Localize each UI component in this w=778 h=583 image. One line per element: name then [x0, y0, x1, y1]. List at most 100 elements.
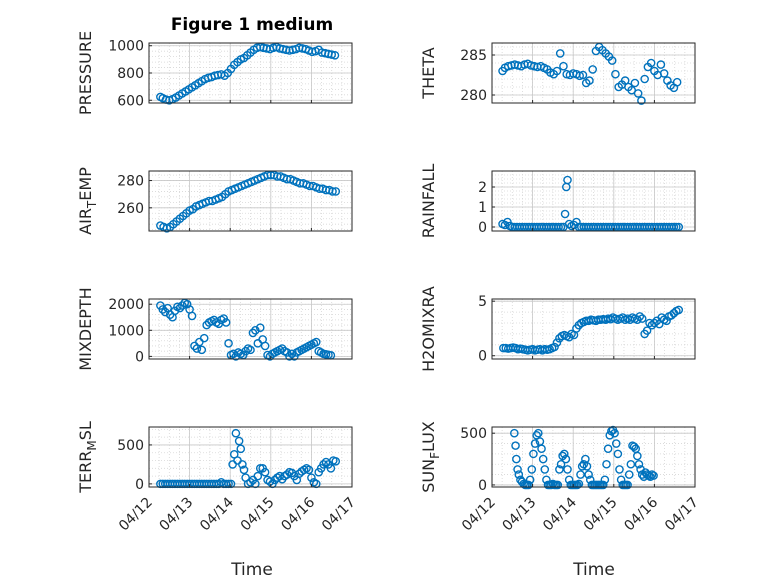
data-point [330, 50, 340, 60]
data-point [635, 312, 645, 321]
x-tick-label: 04/16 [621, 494, 661, 534]
y-tick-label: 0 [478, 478, 487, 494]
data-point [253, 471, 263, 481]
data-point [175, 303, 185, 313]
data-point [582, 462, 592, 471]
data-point [674, 305, 684, 315]
series-markers [156, 170, 341, 233]
series-markers [156, 42, 340, 105]
axes-box [491, 170, 696, 232]
data-point [331, 187, 341, 196]
axes-box [491, 426, 696, 488]
y-tick-label: 0 [478, 220, 487, 236]
data-point [197, 345, 207, 355]
x-axis-label-left: Time [230, 560, 273, 580]
data-point [177, 301, 187, 310]
data-point [248, 328, 258, 338]
data-point [328, 187, 337, 196]
x-tick-label: 04/13 [157, 495, 197, 535]
y-tick-label: 500 [460, 426, 487, 442]
data-point [327, 50, 337, 59]
data-point [555, 465, 564, 474]
data-point [645, 318, 654, 328]
subplot-4: 0 1 2 RAINFALL [419, 164, 696, 239]
data-point [623, 480, 632, 490]
data-point [527, 465, 537, 474]
y-tick-label: 2000 [108, 297, 144, 313]
y-tick-label: 500 [117, 438, 144, 454]
data-point [560, 209, 570, 219]
data-point [598, 480, 608, 490]
y-tick-label: 0 [135, 349, 144, 365]
y-axis-label: RAINFALL [419, 164, 438, 239]
axes-box [148, 426, 353, 488]
data-point [513, 465, 522, 474]
y-axis-label: SUNFLUX [419, 421, 442, 493]
x-tick-label: 04/17 [662, 495, 702, 535]
data-point [630, 78, 640, 88]
axes-box [491, 298, 696, 360]
data-point [578, 70, 588, 80]
data-point [611, 69, 620, 79]
data-point [559, 449, 569, 459]
y-tick-label: 1000 [108, 39, 144, 55]
y-tick-label: 280 [460, 88, 487, 104]
y-tick-label: 280 [117, 174, 144, 190]
x-tick-label: 04/14 [540, 494, 580, 534]
data-point [656, 60, 666, 69]
data-point [572, 217, 581, 227]
data-point [618, 313, 628, 322]
x-tick-label: 04/14 [197, 494, 237, 534]
data-point [231, 428, 241, 438]
data-point [588, 65, 597, 74]
data-point [287, 349, 297, 359]
data-point [611, 439, 621, 448]
data-point [607, 56, 617, 65]
x-tick-label: 04/15 [581, 495, 621, 535]
data-point [238, 460, 247, 469]
data-point [626, 459, 636, 469]
x-tick-label: 04/16 [278, 494, 318, 534]
data-point [246, 345, 255, 355]
y-axis-label: MIXDEPTH [76, 287, 95, 370]
data-point [667, 311, 676, 320]
data-point [561, 454, 571, 464]
data-point [585, 76, 594, 85]
series-markers [499, 305, 684, 355]
data-point [647, 470, 657, 479]
data-point [553, 480, 563, 490]
data-point [624, 470, 634, 479]
data-point [533, 428, 543, 438]
data-point [307, 473, 316, 482]
data-point [326, 463, 336, 473]
x-axis-label-right: Time [572, 560, 615, 580]
x-tick-label: 04/12 [459, 495, 499, 535]
data-point [537, 444, 546, 454]
data-point [510, 428, 519, 438]
y-axis-label: AIRTEMP [76, 167, 99, 235]
data-point [252, 43, 262, 53]
y-tick-label: 600 [117, 93, 144, 109]
data-point [221, 318, 231, 327]
x-tick-label: 04/13 [500, 495, 540, 535]
x-tick-label: 04/17 [319, 495, 359, 535]
data-point [260, 341, 270, 351]
data-point [649, 471, 658, 480]
data-point [255, 323, 265, 332]
data-point [552, 338, 562, 347]
series-markers [498, 42, 682, 105]
data-point [672, 77, 682, 87]
subplot-1: 600 800 1000 PRESSURE [76, 31, 353, 115]
y-axis-label: THETA [419, 47, 438, 99]
data-point [563, 175, 572, 185]
data-point [199, 333, 209, 343]
axes-box [148, 170, 353, 232]
y-tick-label: 800 [117, 66, 144, 82]
y-tick-label: 1 [478, 200, 487, 216]
y-tick-label: 285 [460, 48, 487, 64]
y-axis-label: H2OMIXRA [419, 286, 438, 372]
data-point [563, 465, 572, 474]
data-point [576, 470, 585, 479]
subplot-3: 260 280 AIRTEMP [76, 167, 353, 235]
y-tick-label: 0 [478, 349, 487, 365]
